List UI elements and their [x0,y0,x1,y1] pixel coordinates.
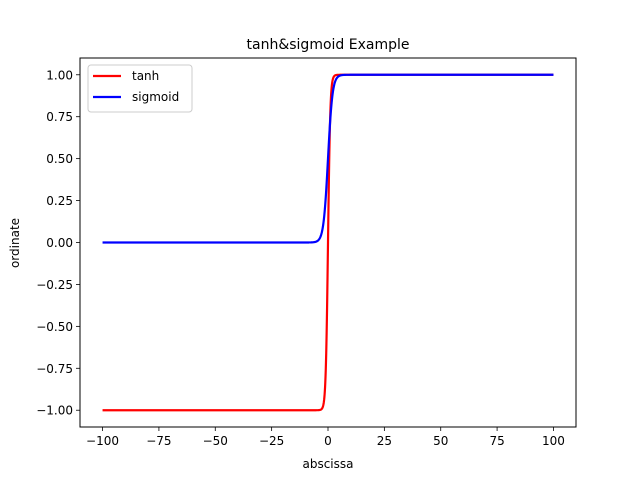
y-tick-label: 0.50 [46,152,73,166]
legend-label-tanh: tanh [132,69,159,83]
x-tick-label: −25 [259,434,284,448]
y-tick-label: −0.75 [36,362,73,376]
y-tick-label: −1.00 [36,404,73,418]
y-tick-label: 0.75 [46,110,73,124]
y-tick-label: 0.00 [46,236,73,250]
x-tick-label: 100 [542,434,565,448]
legend: tanh sigmoid [87,64,193,113]
x-tick-label: 50 [433,434,448,448]
axes-frame [79,57,577,428]
y-tick-label: −0.25 [36,278,73,292]
series-line-sigmoid [101,73,555,244]
x-tick-label: −75 [146,434,171,448]
y-axis: −1.00 −0.75 −0.50 −0.25 0.00 0.25 0.50 0.75 1.00 [36,68,80,418]
x-tick-label: 0 [324,434,332,448]
x-tick-label: 25 [377,434,392,448]
x-tick-label: −100 [86,434,119,448]
x-tick-label: −50 [203,434,228,448]
y-tick-label: 0.25 [46,194,73,208]
x-axis-label: abscissa [302,457,353,471]
y-axis-label: ordinate [8,218,22,268]
legend-label-sigmoid: sigmoid [132,90,179,104]
plot-area [101,73,555,412]
y-tick-label: −0.50 [36,320,73,334]
y-tick-label: 1.00 [46,68,73,82]
x-tick-label: 75 [489,434,504,448]
chart-title: tanh&sigmoid Example [247,37,410,53]
x-axis: −100 −75 −50 −25 0 25 50 75 100 [86,427,565,448]
